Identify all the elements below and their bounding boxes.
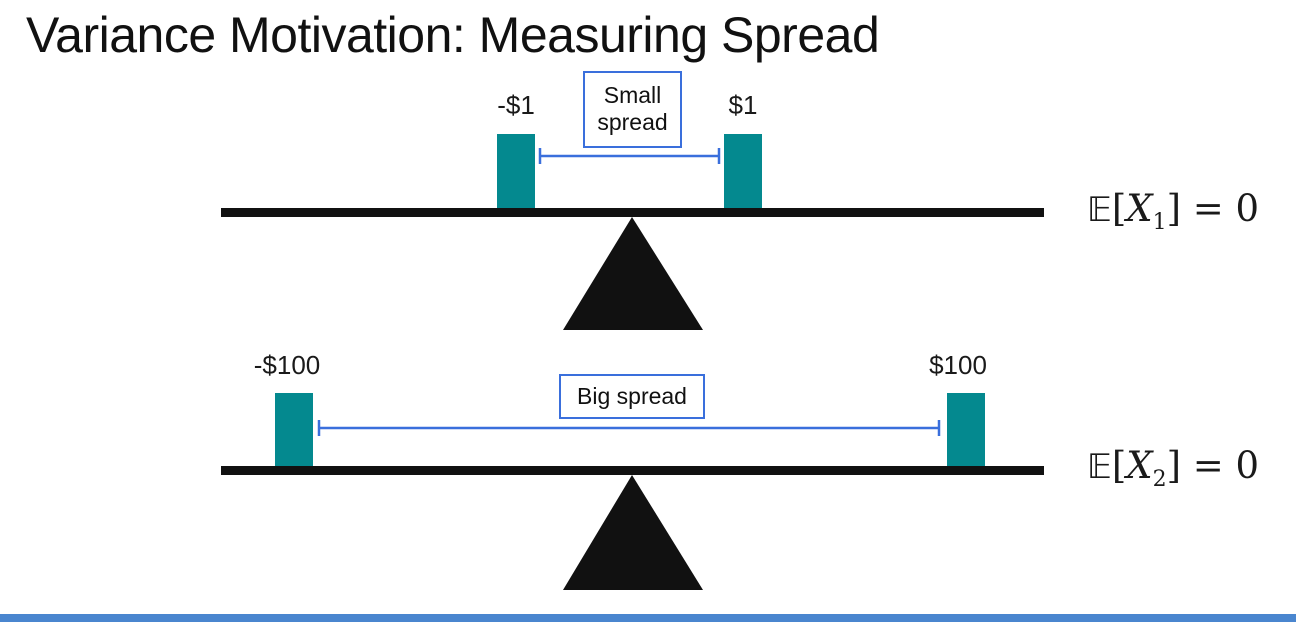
small-spread-label: Small spread bbox=[583, 71, 682, 148]
variable-x1: X bbox=[1126, 187, 1153, 230]
big-spread-label: Big spread bbox=[559, 374, 705, 419]
value-label-neg-100: -$100 bbox=[253, 350, 321, 380]
expectation-symbol-1: 𝔼 bbox=[1087, 190, 1112, 230]
spread-line-small bbox=[538, 148, 721, 164]
expectation-rhs-2: = 0 bbox=[1192, 444, 1260, 487]
weight-left-big bbox=[275, 393, 313, 466]
slide-title: Variance Motivation: Measuring Spread bbox=[26, 7, 880, 63]
beam-bottom bbox=[221, 466, 1044, 475]
value-label-neg-1: -$1 bbox=[497, 90, 535, 120]
variable-x2: X bbox=[1126, 444, 1153, 487]
seesaw-small-spread bbox=[221, 134, 1044, 330]
value-label-pos-100: $100 bbox=[929, 350, 987, 380]
value-label-pos-1: $1 bbox=[728, 90, 758, 120]
fulcrum-bottom bbox=[563, 475, 703, 590]
subscript-1: 1 bbox=[1152, 210, 1167, 235]
small-spread-line1: Small bbox=[603, 82, 662, 108]
bottom-accent-bar bbox=[0, 614, 1296, 622]
expectation-symbol-2: 𝔼 bbox=[1087, 447, 1112, 487]
expectation-x1: 𝔼[X1] = 0 bbox=[1087, 187, 1260, 235]
seesaw-big-spread bbox=[221, 393, 1044, 590]
weight-left-small bbox=[497, 134, 535, 208]
weight-right-small bbox=[724, 134, 762, 208]
expectation-x2: 𝔼[X2] = 0 bbox=[1087, 444, 1260, 492]
fulcrum-top bbox=[563, 217, 703, 330]
small-spread-line2: spread bbox=[597, 109, 668, 135]
beam-top bbox=[221, 208, 1044, 217]
spread-line-big bbox=[317, 420, 941, 436]
expectation-rhs-1: = 0 bbox=[1192, 187, 1260, 230]
subscript-2: 2 bbox=[1152, 467, 1167, 492]
weight-right-big bbox=[947, 393, 985, 466]
